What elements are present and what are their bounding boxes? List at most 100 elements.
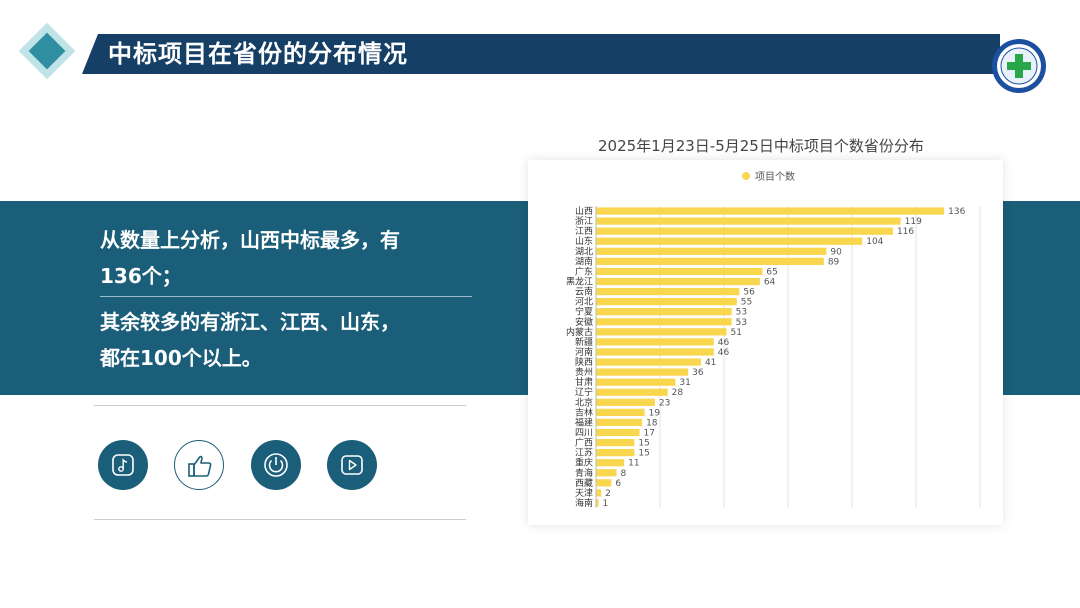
- data-label: 119: [905, 217, 922, 227]
- bar: [596, 237, 863, 245]
- data-label: 8: [620, 469, 626, 479]
- music-icon: [112, 454, 134, 476]
- category-label: 江苏: [575, 447, 593, 459]
- summary-stat-line1: 从数量上分析，山西中标最多，有: [100, 228, 400, 252]
- bar: [596, 328, 727, 336]
- data-label: 46: [718, 348, 730, 358]
- category-label: 浙江: [575, 215, 593, 227]
- bar: [596, 298, 737, 306]
- bar: [596, 207, 945, 215]
- summary-stat-line2: 136个；: [100, 264, 182, 288]
- category-label: 辽宁: [575, 386, 593, 398]
- category-label: 云南: [575, 286, 593, 298]
- category-label: 重庆: [575, 457, 593, 469]
- data-label: 31: [679, 378, 690, 388]
- data-label: 1: [603, 499, 609, 509]
- data-label: 36: [692, 368, 704, 378]
- category-label: 陕西: [575, 356, 593, 368]
- data-label: 53: [736, 318, 747, 328]
- category-label: 内蒙古: [566, 326, 593, 338]
- category-label: 广东: [575, 265, 593, 277]
- category-label: 河北: [575, 296, 593, 308]
- category-label: 北京: [575, 396, 593, 408]
- data-label: 53: [736, 308, 747, 318]
- data-label: 15: [638, 449, 649, 459]
- category-label: 山西: [575, 206, 593, 217]
- data-label: 11: [628, 459, 639, 469]
- bar: [596, 267, 763, 276]
- bar: [596, 489, 602, 497]
- category-label: 黑龙江: [566, 276, 593, 288]
- bar: [596, 449, 635, 457]
- right-band-decoration: [1003, 201, 1080, 395]
- organization-logo-icon: [992, 39, 1046, 93]
- summary-detail-line2: 都在100个以上。: [100, 346, 262, 370]
- bar: [596, 348, 714, 356]
- play-icon: [341, 455, 363, 475]
- play-button[interactable]: [327, 440, 377, 490]
- data-label: 51: [731, 328, 742, 338]
- data-label: 136: [948, 207, 965, 217]
- bar: [596, 247, 827, 255]
- category-label: 湖南: [575, 255, 593, 267]
- data-label: 56: [743, 288, 755, 298]
- bar: [596, 428, 640, 437]
- legend-label: 项目个数: [755, 170, 795, 183]
- data-label: 46: [718, 338, 730, 348]
- data-label: 23: [659, 398, 670, 408]
- summary-divider: [100, 296, 472, 297]
- bar: [596, 338, 714, 346]
- category-label: 四川: [575, 429, 593, 439]
- chart-title: 2025年1月23日-5月25日中标项目个数省份分布: [598, 137, 924, 155]
- bar: [596, 388, 668, 396]
- category-label: 海南: [575, 497, 593, 509]
- category-label: 新疆: [575, 336, 593, 348]
- data-label: 19: [649, 408, 661, 418]
- bar: [596, 438, 635, 447]
- category-label: 天津: [575, 488, 593, 499]
- data-label: 55: [741, 298, 752, 308]
- data-label: 28: [672, 388, 684, 398]
- category-label: 吉林: [575, 406, 593, 418]
- bar: [596, 308, 732, 316]
- data-label: 17: [644, 429, 655, 439]
- data-label: 6: [615, 479, 621, 489]
- data-label: 2: [605, 489, 611, 499]
- data-label: 90: [830, 247, 842, 257]
- category-label: 江西: [575, 226, 593, 237]
- power-button[interactable]: [251, 440, 301, 490]
- category-label: 广西: [575, 437, 593, 449]
- category-label: 湖北: [575, 246, 593, 257]
- legend-swatch: [742, 172, 750, 180]
- category-label: 西藏: [575, 477, 593, 489]
- category-label: 贵州: [575, 366, 593, 378]
- power-icon: [264, 453, 288, 477]
- data-label: 116: [897, 227, 914, 237]
- data-label: 41: [705, 358, 716, 368]
- music-button[interactable]: [98, 440, 148, 490]
- summary-detail-line1: 其余较多的有浙江、江西、山东，: [100, 310, 400, 334]
- data-label: 15: [638, 439, 649, 449]
- category-label: 安徽: [575, 316, 593, 328]
- bar: [596, 217, 901, 225]
- bar: [596, 368, 689, 376]
- data-label: 104: [866, 237, 883, 247]
- bar: [596, 479, 612, 487]
- bar: [596, 277, 760, 286]
- bar: [596, 227, 893, 235]
- bar: [596, 418, 643, 427]
- bar: [596, 358, 701, 366]
- bar: [596, 398, 655, 406]
- category-label: 青海: [575, 467, 593, 479]
- divider-top: [94, 405, 466, 406]
- category-label: 宁夏: [575, 306, 593, 318]
- category-label: 山东: [575, 235, 593, 247]
- bar: [596, 257, 824, 265]
- data-label: 89: [828, 257, 840, 267]
- category-label: 福建: [575, 416, 593, 428]
- title-bar: [82, 34, 1000, 74]
- summary-band: [0, 201, 528, 395]
- like-button[interactable]: [174, 440, 224, 490]
- category-label: 甘肃: [575, 376, 593, 388]
